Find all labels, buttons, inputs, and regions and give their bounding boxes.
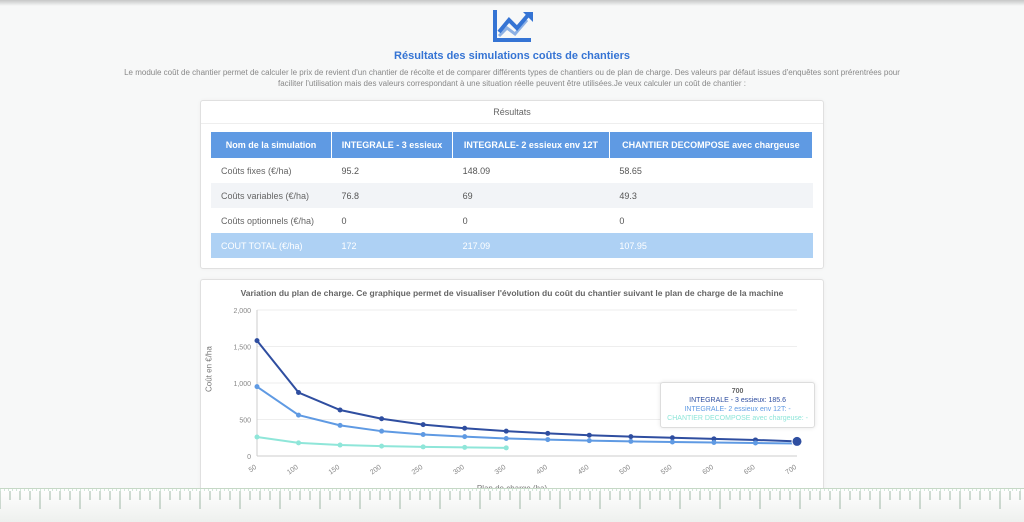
svg-text:50: 50 [248,463,258,473]
results-table: Nom de la simulationINTEGRALE - 3 essieu… [211,132,813,258]
header: Résultats des simulations coûts de chant… [0,0,1024,90]
tooltip-line: CHANTIER DECOMPOSE avec chargeuse: - [667,414,808,423]
tooltip-line: INTEGRALE- 2 essieux env 12T: - [667,405,808,414]
chart-title: Variation du plan de charge. Ce graphiqu… [201,280,823,302]
svg-text:150: 150 [328,463,342,475]
tooltip-title: 700 [667,387,808,396]
page-root: Résultats des simulations coûts de chant… [0,0,1024,522]
svg-text:500: 500 [239,417,251,424]
svg-text:1,500: 1,500 [233,344,251,351]
table-header: INTEGRALE - 3 essieux [332,132,453,159]
svg-text:400: 400 [535,463,549,475]
top-shadow [0,0,1024,6]
table-row: Coûts variables (€/ha)76.86949.3 [211,183,813,208]
svg-text:700: 700 [785,463,799,475]
table-total-row: COUT TOTAL (€/ha)172217.09107.95 [211,233,813,258]
table-row: Coûts optionnels (€/ha)000 [211,208,813,233]
svg-text:650: 650 [743,463,757,475]
svg-text:600: 600 [701,463,715,475]
page-subtitle: Le module coût de chantier permet de cal… [122,68,902,90]
svg-text:450: 450 [577,463,591,475]
table-header: CHANTIER DECOMPOSE avec chargeuse [609,132,812,159]
page-title: Résultats des simulations coûts de chant… [30,50,994,62]
svg-text:550: 550 [660,463,674,475]
svg-text:100: 100 [286,463,300,475]
ruler-footer [0,488,1024,522]
svg-text:1,000: 1,000 [233,381,251,388]
chart-icon [487,6,537,46]
svg-text:0: 0 [247,454,251,461]
results-card-title: Résultats [201,101,823,124]
results-card: Résultats Nom de la simulationINTEGRALE … [200,100,824,269]
table-header: INTEGRALE- 2 essieux env 12T [453,132,610,159]
svg-text:250: 250 [411,463,425,475]
tooltip-line: INTEGRALE - 3 essieux: 185.6 [667,396,808,405]
svg-text:500: 500 [618,463,632,475]
table-row: Coûts fixes (€/ha)95.2148.0958.65 [211,158,813,183]
chart-card: Variation du plan de charge. Ce graphiqu… [200,279,824,504]
svg-text:200: 200 [369,463,383,475]
svg-text:2,000: 2,000 [233,308,251,315]
chart-tooltip: 700 INTEGRALE - 3 essieux: 185.6INTEGRAL… [660,382,815,428]
chart-area: Coût en €/ha 05001,0001,5002,00050100150… [217,302,807,482]
table-header: Nom de la simulation [211,132,332,159]
svg-text:300: 300 [452,463,466,475]
chart-y-label: Coût en €/ha [205,346,214,392]
svg-text:350: 350 [494,463,508,475]
ruler-grass [0,489,1024,491]
